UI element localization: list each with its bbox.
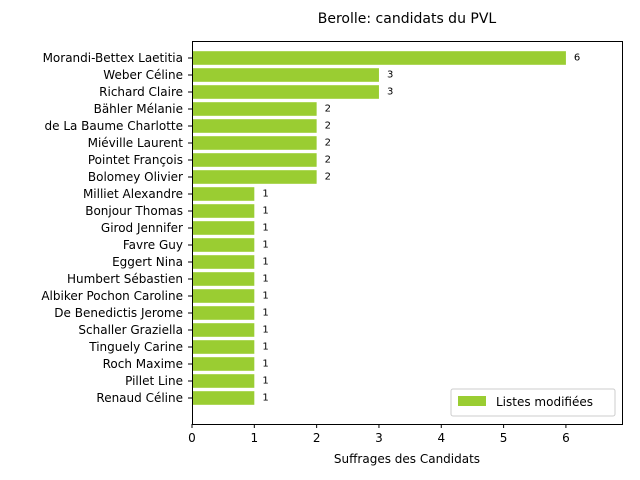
category-label: Roch Maxime [103,357,183,371]
x-tick-label: 6 [562,431,570,445]
category-label: Bähler Mélanie [94,102,183,116]
category-label: Albiker Pochon Caroline [41,289,183,303]
x-tick-label: 0 [188,431,196,445]
category-label: Humbert Sébastien [67,272,183,286]
bar [192,119,317,133]
legend-swatch [458,396,486,406]
legend: Listes modifiées [450,388,616,417]
value-label: 1 [262,308,268,319]
bar [192,357,255,371]
category-label: Schaller Graziella [78,323,183,337]
category-label: Girod Jennifer [101,221,183,235]
value-label: 1 [262,359,268,370]
category-label: Eggert Nina [112,255,183,269]
bar [192,204,255,218]
category-label: Morandi-Bettex Laetitia [43,51,183,65]
bar [192,255,255,269]
value-label: 1 [262,274,268,285]
value-label: 2 [325,138,331,149]
bar [192,136,317,150]
value-label: 1 [262,240,268,251]
value-label: 1 [262,393,268,404]
bar [192,102,317,116]
category-label: Bonjour Thomas [85,204,183,218]
bar [192,221,255,235]
bar [192,51,566,65]
bar [192,289,255,303]
bar [192,391,255,405]
bar [192,374,255,388]
plot-frame [192,41,623,425]
bars-layer [192,51,566,405]
category-label: Tinguely Carine [88,340,183,354]
category-label: Favre Guy [123,238,183,252]
bar [192,68,379,82]
value-label: 3 [387,87,393,98]
category-label: Miéville Laurent [88,136,184,150]
value-label: 3 [387,70,393,81]
bar [192,238,255,252]
value-label: 1 [262,291,268,302]
legend-label: Listes modifiées [496,395,593,409]
x-tick-label: 3 [375,431,383,445]
x-tick-label: 2 [313,431,321,445]
legend-box [450,388,616,417]
x-axis: 0 1 2 3 4 5 6 [188,424,570,445]
bar [192,306,255,320]
value-label: 2 [325,155,331,166]
category-label: Pointet François [88,153,183,167]
value-label: 2 [325,104,331,115]
category-label: Richard Claire [99,85,183,99]
value-label: 1 [262,325,268,336]
value-label: 2 [325,172,331,183]
chart-title: Berolle: candidats du PVL [318,11,497,27]
value-label: 6 [574,53,580,64]
value-label: 1 [262,257,268,268]
bar [192,85,379,99]
labels-layer: Morandi-Bettex Laetitia 6 Weber Céline 3 Ric… [41,51,580,405]
x-tick-label: 4 [437,431,445,445]
category-label: Pillet Line [125,374,183,388]
category-label: Weber Céline [103,68,183,82]
x-tick-label: 1 [250,431,258,445]
category-label: Milliet Alexandre [83,187,183,201]
x-tick-label: 5 [500,431,508,445]
value-label: 2 [325,121,331,132]
value-label: 1 [262,376,268,387]
value-label: 1 [262,206,268,217]
category-label: De Benedictis Jerome [54,306,183,320]
x-axis-title: Suffrages des Candidats [334,452,480,466]
category-label: de La Baume Charlotte [45,119,184,133]
bar [192,323,255,337]
category-label: Renaud Céline [96,391,183,405]
bar [192,272,255,286]
bar [192,170,317,184]
bar [192,340,255,354]
bar [192,153,317,167]
bar [192,187,255,201]
category-label: Bolomey Olivier [88,170,183,184]
value-label: 1 [262,189,268,200]
value-label: 1 [262,342,268,353]
value-label: 1 [262,223,268,234]
